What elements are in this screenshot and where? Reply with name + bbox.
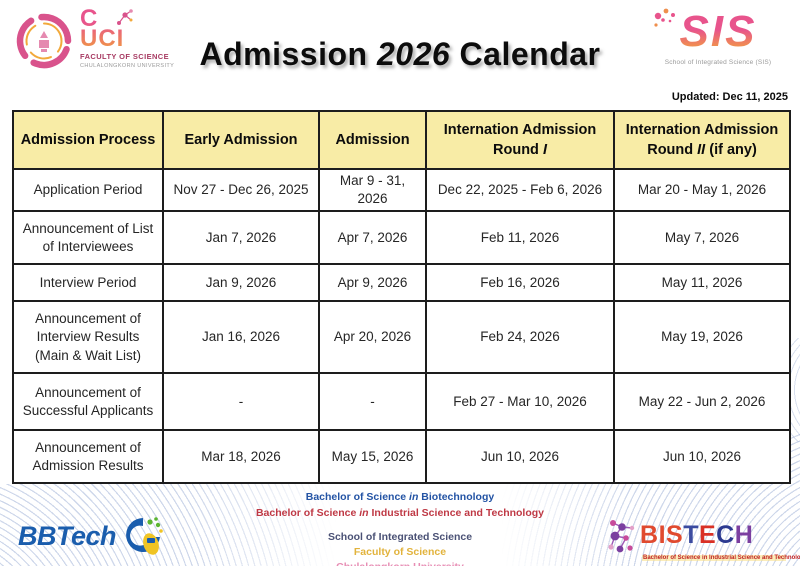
page-title: Admission 2026 Calendar	[200, 36, 601, 73]
round-numeral: II	[697, 142, 706, 158]
round-numeral: I	[542, 142, 547, 158]
date-cell: Apr 7, 2026	[318, 210, 427, 266]
col-header-admission-process: Admission Process	[12, 110, 164, 170]
bistech-letter: I	[658, 520, 667, 549]
process-cell: Announcement of Successful Applicants	[12, 372, 164, 432]
program-industrial-science: Bachelor of Science in Industrial Scienc…	[230, 506, 570, 522]
date-cell: Jan 16, 2026	[162, 300, 320, 375]
date-cell: May 19, 2026	[613, 300, 791, 375]
date-cell: Jan 9, 2026	[162, 263, 320, 303]
cuci-logo: C UCI FACULTY OF SCIENCE CHULALONGKORN U…	[14, 9, 174, 71]
sis-logo: SIS School of Integrated Science (SIS)	[654, 8, 778, 66]
bistech-letter: B	[640, 520, 659, 549]
date-cell: Apr 9, 2026	[318, 263, 427, 303]
date-cell: Jan 7, 2026	[162, 210, 320, 266]
program-in: in	[409, 491, 419, 503]
bistech-letter: T	[683, 520, 699, 549]
process-cell: Interview Period	[12, 263, 164, 303]
date-cell: Feb 11, 2026	[425, 210, 615, 266]
bistech-logo: BISTECH Bachelor of Science in Industria…	[606, 516, 800, 561]
footer-school: School of Integrated Science	[327, 530, 473, 543]
date-cell: Dec 22, 2025 - Feb 6, 2026	[425, 167, 615, 213]
col-header-label: Internation Admission	[625, 121, 779, 138]
col-header-label: Admission Process	[20, 131, 156, 148]
sis-wordmark: SIS	[658, 10, 778, 54]
date-cell: Feb 27 - Mar 10, 2026	[425, 372, 615, 432]
round-label: Round	[493, 142, 543, 158]
date-cell: Jun 10, 2026	[425, 429, 615, 485]
program-in: in	[359, 506, 369, 519]
bistech-letter: S	[666, 520, 684, 549]
updated-date: Updated: Dec 11, 2025	[671, 91, 788, 103]
program-text: Biotechnology	[418, 491, 495, 503]
bbtech-logo: BBTech	[18, 514, 164, 558]
title-pre: Admission	[199, 36, 368, 72]
col-header-label: Early Admission	[184, 131, 298, 148]
date-cell: -	[162, 372, 320, 432]
admission-calendar-table: Admission Process Early Admission Admiss…	[12, 110, 791, 485]
col-header-internation-round-1: Internation Admission Round I	[425, 110, 615, 170]
program-text: Industrial Science and Technology	[368, 506, 545, 519]
date-cell: Mar 20 - May 1, 2026	[613, 167, 791, 213]
footer-faculty: Faculty of Science	[353, 545, 447, 558]
bbtech-wordmark: BBTech	[18, 520, 117, 551]
table-row-list-of-interviewees: Announcement of List of Interviewees Jan…	[12, 210, 791, 266]
date-cell: Jun 10, 2026	[613, 429, 791, 485]
footer-university: Chulalongkorn University	[230, 560, 570, 566]
process-cell: Announcement of Interview Results (Main …	[12, 300, 164, 375]
date-cell: Feb 16, 2026	[425, 263, 615, 303]
program-text: Bachelor of Science	[255, 506, 360, 519]
col-header-label: Internation Admission	[443, 121, 597, 138]
title-post: Calendar	[459, 36, 601, 72]
date-cell: Mar 18, 2026	[162, 429, 320, 485]
bistech-network-icon	[608, 520, 635, 553]
date-cell: -	[318, 372, 427, 432]
bistech-letter: E	[698, 520, 717, 549]
bistech-wordmark: BISTECH	[640, 520, 754, 549]
program-biotechnology: Bachelor of Science in Biotechnology	[230, 490, 570, 506]
sis-subtitle: School of Integrated Science (SIS)	[664, 59, 772, 66]
date-cell: Apr 20, 2026	[318, 300, 427, 375]
date-cell: May 7, 2026	[613, 210, 791, 266]
cuci-emblem-icon	[16, 13, 72, 69]
sis-dots-icon	[654, 8, 675, 27]
round-label: Round	[647, 142, 698, 158]
table-row-interview-period: Interview Period Jan 9, 2026 Apr 9, 2026…	[12, 263, 791, 303]
process-cell: Announcement of List of Interviewees	[12, 210, 164, 266]
date-cell: Nov 27 - Dec 26, 2025	[162, 167, 320, 213]
process-cell: Announcement of Admission Results	[12, 429, 164, 485]
col-header-admission: Admission	[318, 110, 427, 170]
date-cell: May 11, 2026	[613, 263, 791, 303]
bistech-tagline: Bachelor of Science in Industrial Scienc…	[642, 555, 800, 561]
table-row-successful-applicants: Announcement of Successful Applicants - …	[12, 372, 791, 432]
col-header-early-admission: Early Admission	[162, 110, 320, 170]
date-cell: May 15, 2026	[318, 429, 427, 485]
table-row-application-period: Application Period Nov 27 - Dec 26, 2025…	[12, 167, 791, 213]
col-header-label: Admission	[335, 131, 410, 148]
date-cell: May 22 - Jun 2, 2026	[613, 372, 791, 432]
date-cell: Feb 24, 2026	[425, 300, 615, 375]
program-text: Bachelor of Science	[305, 491, 410, 503]
bbtech-foot-icon	[126, 517, 163, 555]
cuci-university-label: CHULALONGKORN UNIVERSITY	[80, 63, 175, 70]
col-header-internation-round-2: Internation Admission Round II (if any)	[613, 110, 791, 170]
date-cell: Mar 9 - 31, 2026	[318, 167, 427, 213]
process-cell: Application Period	[12, 167, 164, 213]
round-suffix: (if any)	[705, 142, 757, 158]
table-row-interview-results: Announcement of Interview Results (Main …	[12, 300, 791, 375]
molecule-icon	[117, 9, 133, 25]
bistech-letter: C	[716, 520, 735, 549]
footer-programs: Bachelor of Science in Biotechnology Bac…	[230, 490, 570, 566]
title-year: 2026	[376, 36, 451, 72]
table-header-row: Admission Process Early Admission Admiss…	[12, 110, 791, 170]
cuci-faculty-label: FACULTY OF SCIENCE	[80, 52, 170, 62]
bistech-letter: H	[734, 520, 754, 549]
table-row-admission-results: Announcement of Admission Results Mar 18…	[12, 429, 791, 485]
